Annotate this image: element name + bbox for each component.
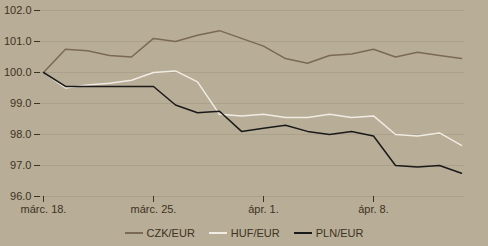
svg-text:98.0: 98.0 bbox=[10, 128, 31, 140]
svg-text:101.0: 101.0 bbox=[4, 35, 32, 47]
html-text:CZK/EUR: CZK/EUR bbox=[146, 227, 195, 239]
svg-text:99.0: 99.0 bbox=[10, 97, 31, 109]
svg-text:ápr. 8.: ápr. 8. bbox=[358, 203, 389, 215]
svg-text:102.0: 102.0 bbox=[4, 4, 32, 16]
html-text:HUF/EUR: HUF/EUR bbox=[230, 227, 280, 239]
svg-text:100.0: 100.0 bbox=[4, 66, 32, 78]
svg-text:97.0: 97.0 bbox=[10, 159, 31, 171]
svg-text:márc. 25.: márc. 25. bbox=[131, 203, 177, 215]
html-text:PLN/EUR: PLN/EUR bbox=[315, 227, 364, 239]
svg-text:márc. 18.: márc. 18. bbox=[21, 203, 67, 215]
svg-text:96.0: 96.0 bbox=[10, 190, 31, 202]
svg-text:ápr. 1.: ápr. 1. bbox=[248, 203, 279, 215]
